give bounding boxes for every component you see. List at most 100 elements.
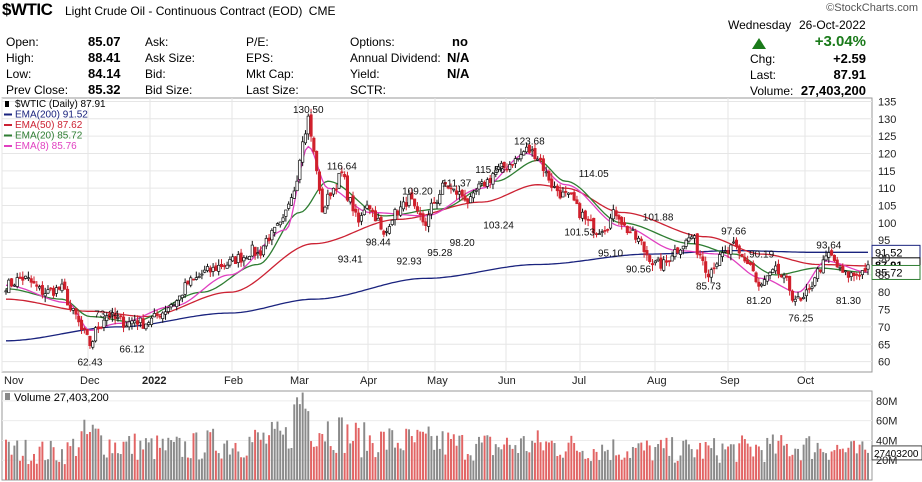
volume-bar [573,442,576,480]
volume-label: Volume: [750,84,794,98]
volume-bar [539,442,542,480]
volume-bar [486,435,489,480]
price-bar-body [130,320,134,325]
volume-axis-label: 40M [876,435,897,447]
volume-bar [237,451,240,480]
volume-bar [388,428,391,480]
price-bar-body [525,146,529,153]
low-value: 84.14 [88,66,121,81]
volume-bar [651,460,654,480]
volume-bar [72,438,75,480]
price-bar-body [575,199,579,205]
volume-bar [704,442,707,480]
volume-bar [122,441,125,480]
volume-bar [517,453,520,480]
volume-bar [366,450,369,480]
price-bar-body [466,198,470,203]
volume-bar [847,447,850,480]
price-bar-body [320,188,324,213]
volume-bar [657,444,660,480]
volume-bar [153,459,156,480]
yield-label: Yield: [350,67,380,81]
price-tag-label: 85.72 [875,267,903,279]
price-bar-body [407,193,411,206]
volume-bar [654,447,657,480]
price-bar-body [765,275,769,282]
price-annotation: 66.12 [119,344,144,355]
volume-bar [699,442,702,480]
price-bar-body [684,239,688,247]
month-axis-label: Nov [4,375,24,387]
volume-bar [189,458,192,480]
volume-bar [483,435,486,480]
price-bar-body [163,311,168,315]
price-axis-label: 70 [878,322,890,334]
price-bar-body [499,162,503,169]
price-bar-body [233,256,238,265]
price-bar-body [785,275,789,278]
volume-bar [561,457,564,480]
volume-bar [133,433,136,480]
volume-bar [612,439,615,480]
price-bar-body [527,144,531,153]
sctr-label: SCTR: [350,83,386,97]
volume-bar [589,461,592,480]
price-bar-body [189,277,193,286]
volume-bar [671,437,674,480]
volume-bar [447,432,450,480]
price-bar-body [827,252,831,258]
month-axis-label: May [427,375,448,387]
price-bar-body [846,271,850,278]
price-annotation: 92.93 [396,256,421,267]
volume-bar [783,445,786,480]
volume-bar [478,436,480,480]
month-axis-label: Aug [647,375,667,387]
volume-bar [816,442,819,480]
price-bar-body [435,201,439,204]
price-bar-body [264,238,268,247]
price-bar-body [835,259,839,268]
price-bar-body [77,315,81,323]
price-bar-body [631,229,635,231]
price-bar-body [231,256,235,262]
price-bar-body [357,212,361,223]
price-bar-body [401,201,405,210]
volume-bar [259,439,262,480]
volume-bar [727,446,730,480]
price-bar-body [343,174,347,178]
price-bar-body [424,221,428,227]
volume-bar [88,431,91,480]
volume-bar [52,447,55,480]
price-bar-body [54,287,58,294]
price-bar-body [438,194,442,205]
volume-bar [203,452,206,480]
price-bar-body [345,175,349,201]
price-bar-body [362,209,366,215]
volume-bar [360,457,363,480]
volume-bar [422,431,424,480]
volume-bar [830,451,833,480]
volume-bar [531,440,534,480]
price-bar-body [463,195,467,201]
price-bar-body [177,295,182,301]
price-axis-label: 135 [878,96,896,108]
price-bar-body [718,254,722,266]
price-bar-body [60,283,64,292]
price-bar-body [743,256,747,262]
price-bar-body [620,216,624,225]
exchange: CME [308,4,336,18]
price-bar-body [43,293,47,297]
price-bar-body [74,308,78,315]
volume-bar [402,450,405,480]
price-bar-body [46,289,50,294]
volume-bar [63,464,66,480]
price-axis-label: 75 [878,305,890,317]
price-bar-body [628,231,632,234]
volume-bar [542,450,545,480]
price-bar-body [385,231,389,233]
volume-bar [385,449,388,480]
volume-bar [231,448,234,480]
price-bar-body [622,222,627,226]
price-bar-body [368,205,372,210]
price-annotation: 130.50 [293,105,324,116]
